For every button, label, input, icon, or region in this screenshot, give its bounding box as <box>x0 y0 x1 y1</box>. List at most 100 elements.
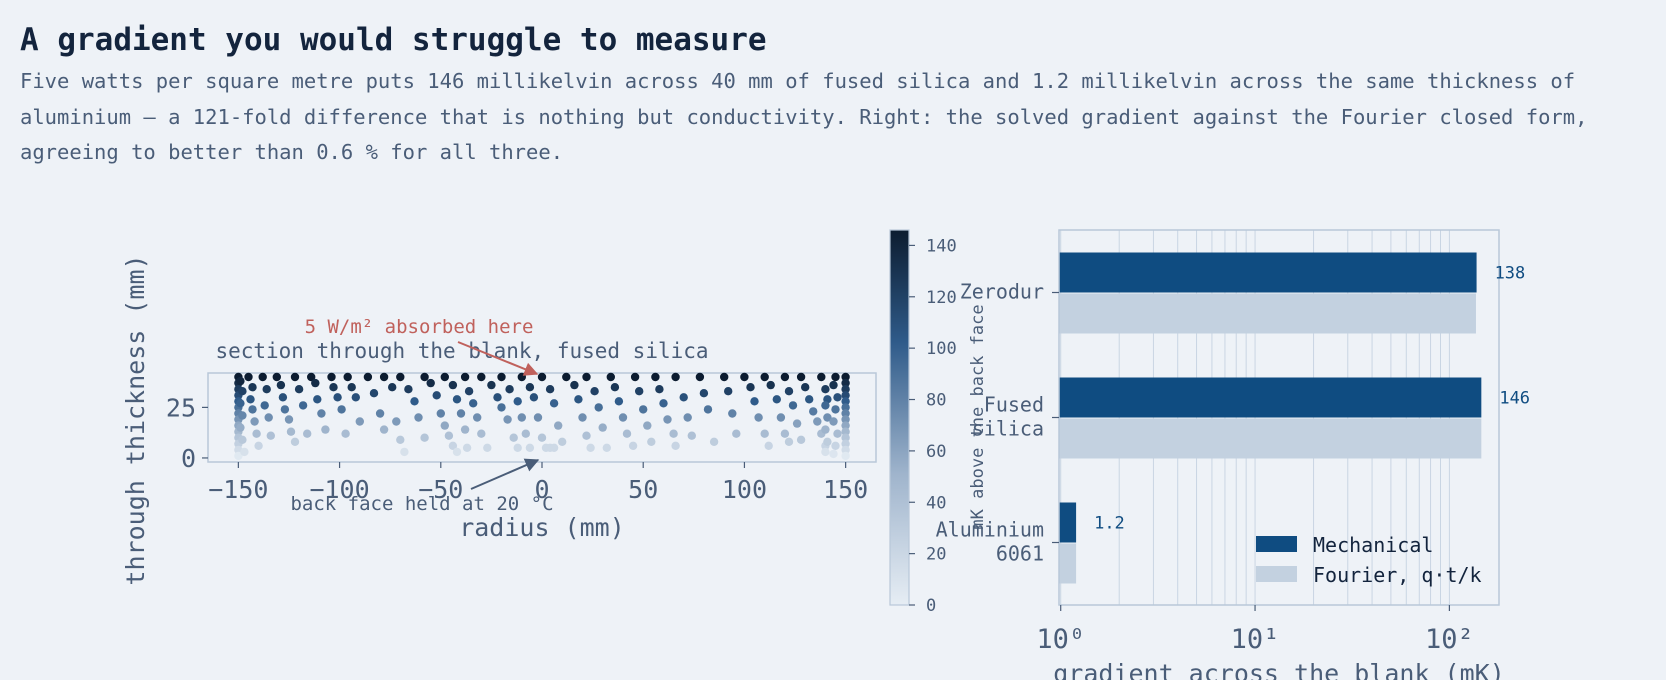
scatter-point-88 <box>469 399 478 408</box>
scatter-point-115 <box>549 399 559 408</box>
scatter-point-210 <box>841 445 850 455</box>
scatter-point-167 <box>776 413 786 422</box>
scatter-point-199 <box>841 378 850 388</box>
scatter-point-133 <box>622 429 632 438</box>
scatter-point-197 <box>829 449 838 459</box>
scatter-point-170 <box>780 372 790 382</box>
scatter-point-44 <box>307 372 316 382</box>
colorbar: 0 20 40 60 80 100 120 140 mK above the back fac… <box>889 229 988 616</box>
scatter-point-53 <box>341 429 350 438</box>
scatter-point-108 <box>533 413 543 422</box>
scatter-point-30 <box>260 401 269 410</box>
scatter-y-tick-label: 25 <box>166 393 196 422</box>
scatter-point-27 <box>254 441 263 450</box>
legend: Mechanical Fourier, q·t/k <box>1256 533 1482 587</box>
scatter-point-164 <box>760 372 769 382</box>
scatter-x-tick-label: −100 <box>309 475 369 504</box>
page-title: A gradient you would struggle to measure <box>20 22 767 58</box>
scatter-point-187 <box>821 425 830 434</box>
scatter-point-209 <box>841 439 850 448</box>
scatter-point-186 <box>823 413 832 422</box>
scatter-point-26 <box>252 429 261 438</box>
scatter-point-16 <box>236 399 245 408</box>
scatter-point-89 <box>473 413 482 422</box>
bar-fourier-1 <box>1059 418 1482 459</box>
scatter-point-147 <box>679 393 688 402</box>
scatter-point-176 <box>801 383 810 392</box>
scatter-point-149 <box>687 431 696 440</box>
scatter-x-tick-label: 0 <box>534 475 549 504</box>
scatter-point-42 <box>298 401 308 410</box>
scatter-point-120 <box>574 395 583 404</box>
scatter-point-19 <box>238 435 247 444</box>
scatter-point-172 <box>788 401 798 410</box>
scatter-point-107 <box>529 393 539 402</box>
scatter-point-193 <box>831 405 840 414</box>
scatter-point-56 <box>351 393 360 402</box>
scatter-point-140 <box>651 372 660 382</box>
scatter-point-196 <box>831 441 840 450</box>
scatter-x-tick-label: 150 <box>823 475 868 504</box>
scatter-point-60 <box>375 409 385 418</box>
scatter-x-axis-label: radius (mm) <box>459 513 625 542</box>
bar-mechanical-2 <box>1059 502 1077 543</box>
scatter-point-179 <box>813 417 822 426</box>
scatter-point-200 <box>841 385 850 394</box>
scatter-point-72 <box>420 372 429 382</box>
scatter-y-tick-label: 0 <box>181 444 196 473</box>
scatter-point-98 <box>513 443 522 452</box>
colorbar-gradient <box>889 229 910 606</box>
scatter-point-33 <box>272 372 281 382</box>
scatter-point-124 <box>582 372 591 382</box>
bar-data-label: 146 <box>1499 389 1530 409</box>
scatter-point-137 <box>639 405 648 414</box>
scatter-point-68 <box>404 385 413 394</box>
scatter-point-29 <box>262 385 271 394</box>
scatter-point-201 <box>841 391 850 400</box>
colorbar-tick-label: 140 <box>926 236 957 256</box>
scatter-point-162 <box>760 429 769 438</box>
scatter-point-123 <box>586 443 595 452</box>
scatter-point-143 <box>663 415 672 424</box>
scatter-point-112 <box>549 443 559 452</box>
scatter-point-127 <box>598 423 607 432</box>
scatter-point-47 <box>317 409 326 418</box>
scatter-point-14 <box>236 376 245 386</box>
scatter-point-95 <box>497 403 506 412</box>
scatter-point-96 <box>503 415 512 424</box>
back-face-annotation: back face held at 20 °C <box>290 493 553 515</box>
scatter-point-66 <box>400 447 409 457</box>
bar-x-axis-label: gradient across the blank (mK) <box>1053 659 1505 680</box>
scatter-point-211 <box>841 451 850 461</box>
scatter-point-203 <box>841 403 850 412</box>
scatter-point-189 <box>821 447 830 457</box>
scatter-point-130 <box>610 383 620 392</box>
scatter-point-174 <box>796 435 806 444</box>
bar-fourier-2 <box>1059 543 1077 584</box>
scatter-point-202 <box>841 397 850 406</box>
scatter-point-138 <box>643 421 652 430</box>
scatter-point-35 <box>278 393 288 402</box>
scatter-point-158 <box>740 372 749 382</box>
scatter-x-tick-label: −150 <box>208 475 268 504</box>
scatter-point-61 <box>379 425 389 434</box>
scatter-point-77 <box>444 431 454 440</box>
legend-swatch-fourier <box>1256 566 1297 582</box>
heat-annotation-arrow <box>457 341 539 376</box>
scatter-point-41 <box>294 385 304 394</box>
scatter-point-34 <box>276 380 286 390</box>
scatter-point-83 <box>456 409 466 418</box>
scatter-point-159 <box>746 383 755 392</box>
scatter-point-70 <box>414 413 423 422</box>
scatter-point-46 <box>313 395 322 404</box>
scatter-point-206 <box>841 421 850 430</box>
scatter-point-69 <box>410 397 419 406</box>
scatter-point-75 <box>436 409 445 418</box>
scatter-point-55 <box>347 383 356 392</box>
scatter-point-63 <box>388 383 397 392</box>
scatter-y-ticks: 0 25 <box>166 393 208 473</box>
scatter-point-28 <box>258 372 267 382</box>
scatter-point-207 <box>841 427 850 436</box>
scatter-point-160 <box>750 397 759 406</box>
bar-category-label: Fused silica <box>972 393 1044 441</box>
